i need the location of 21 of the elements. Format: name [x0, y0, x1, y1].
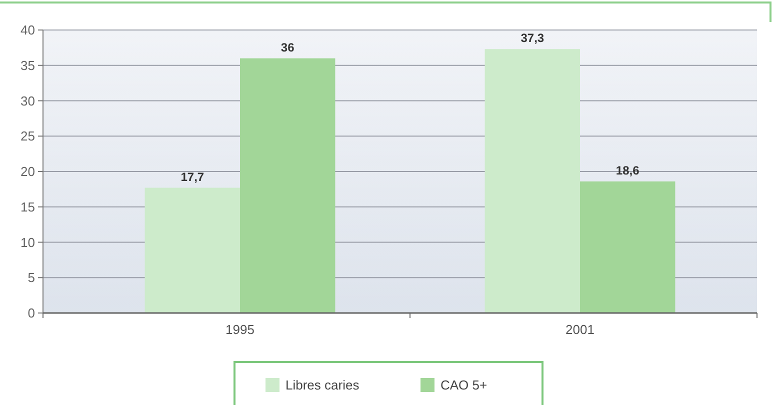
data-label: 36: [280, 40, 295, 54]
y-tick-label: 10: [20, 234, 35, 250]
y-tick-label: 30: [20, 93, 35, 108]
data-label: 18,6: [616, 163, 640, 178]
y-tick-label: 40: [20, 22, 35, 38]
y-tick-label: 5: [28, 270, 35, 286]
y-tick-label: 20: [20, 164, 35, 180]
bar: [144, 188, 240, 313]
y-tick-label: 15: [20, 199, 35, 214]
bar: [240, 58, 336, 313]
legend-label: Libres caries: [286, 378, 360, 393]
y-tick-label: 35: [20, 58, 35, 73]
data-label: 17,7: [180, 170, 204, 184]
y-tick-label: 0: [28, 306, 35, 321]
y-tick-label: 25: [20, 128, 35, 144]
legend-label: CAO 5+: [440, 378, 488, 393]
data-label: 37,3: [520, 31, 544, 46]
x-tick-label: 2001: [566, 322, 594, 337]
bar: [580, 181, 676, 313]
x-tick-label: 1995: [226, 322, 254, 337]
bar: [484, 49, 580, 313]
